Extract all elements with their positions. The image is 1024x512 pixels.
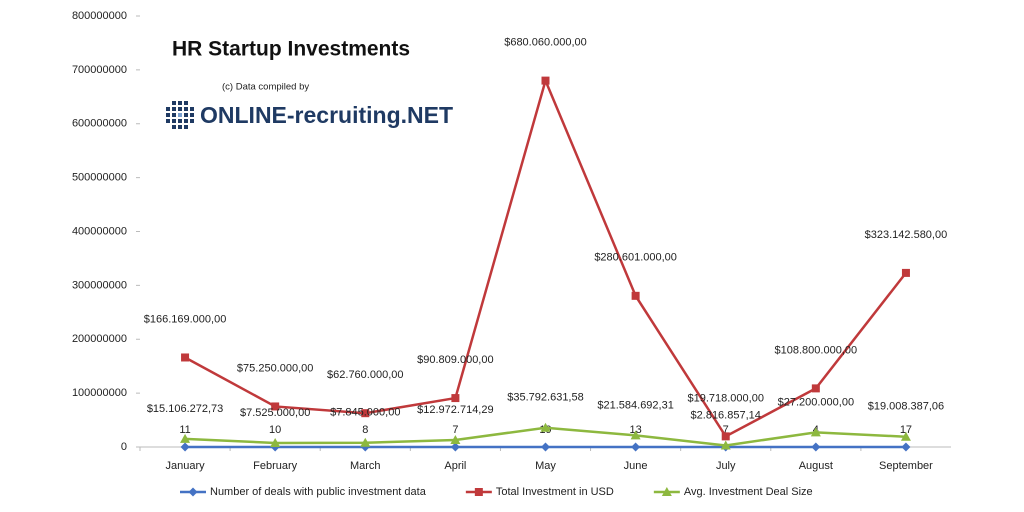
marker xyxy=(721,432,730,441)
marker xyxy=(811,384,820,393)
data-label: $280.601.000,00 xyxy=(594,252,677,264)
data-label: 13 xyxy=(629,424,641,436)
x-tick-label: February xyxy=(253,460,298,472)
y-tick-label: 200000000 xyxy=(72,333,127,345)
marker xyxy=(451,394,460,403)
marker xyxy=(810,427,821,437)
logo: ONLINE-recruiting.NET xyxy=(200,102,453,128)
x-tick-label: May xyxy=(535,460,556,472)
x-tick-label: June xyxy=(624,460,648,472)
data-label: $21.584.692,31 xyxy=(597,399,673,411)
y-tick-label: 400000000 xyxy=(72,225,127,237)
data-label: $166.169.000,00 xyxy=(144,313,227,325)
marker xyxy=(901,268,910,277)
data-label: 17 xyxy=(900,424,912,436)
legend-label: Number of deals with public investment d… xyxy=(210,486,427,498)
chart-title: HR Startup Investments xyxy=(172,38,410,61)
marker xyxy=(811,442,821,452)
marker xyxy=(630,430,641,440)
y-tick-label: 500000000 xyxy=(72,172,127,184)
marker xyxy=(271,402,280,411)
marker xyxy=(901,442,911,452)
marker xyxy=(631,442,641,452)
legend-marker xyxy=(188,487,198,497)
marker xyxy=(361,409,370,418)
y-tick-label: 0 xyxy=(121,441,127,453)
data-label: 10 xyxy=(269,424,281,436)
data-label: $19.008.387,06 xyxy=(868,401,944,413)
y-tick-label: 600000000 xyxy=(72,118,127,130)
data-label: $90.809.000,00 xyxy=(417,354,493,366)
marker xyxy=(541,76,550,85)
x-tick-label: March xyxy=(350,460,381,472)
legend-label: Avg. Investment Deal Size xyxy=(684,486,813,498)
data-label: $62.760.000,00 xyxy=(327,369,403,381)
y-tick-label: 300000000 xyxy=(72,279,127,291)
x-tick-label: August xyxy=(799,460,833,472)
marker xyxy=(180,433,191,443)
marker xyxy=(360,437,371,447)
data-label: $2.816.857,14 xyxy=(691,409,761,421)
data-label: $323.142.580,00 xyxy=(865,229,948,241)
marker xyxy=(900,431,911,441)
y-tick-label: 800000000 xyxy=(72,10,127,22)
data-label: $15.106.272,73 xyxy=(147,403,223,415)
data-label: $7.845.000,00 xyxy=(330,407,400,419)
y-tick-label: 700000000 xyxy=(72,64,127,76)
data-label: 7 xyxy=(723,424,729,436)
marker xyxy=(450,435,461,445)
marker xyxy=(540,422,551,432)
series-line xyxy=(184,76,907,439)
data-label: 8 xyxy=(362,424,368,436)
data-label: $108.800.000,00 xyxy=(775,344,858,356)
marker xyxy=(720,440,731,450)
marker xyxy=(180,442,190,452)
x-tick-label: July xyxy=(716,460,736,472)
marker xyxy=(631,291,640,300)
x-tick-label: April xyxy=(444,460,466,472)
data-label: $12.972.714,29 xyxy=(417,404,493,416)
legend-marker xyxy=(474,488,483,496)
marker xyxy=(450,442,460,452)
legend-marker xyxy=(661,487,672,496)
data-label: $19.718.000,00 xyxy=(687,392,763,404)
data-label: $7.525.000,00 xyxy=(240,407,310,419)
x-tick-label: September xyxy=(879,460,933,472)
data-label: $75.250.000,00 xyxy=(237,362,313,374)
credit: (c) Data compiled by xyxy=(222,82,309,93)
marker xyxy=(541,442,550,452)
data-label: $27.200.000,00 xyxy=(778,396,854,408)
y-tick-label: 100000000 xyxy=(72,387,127,399)
marker xyxy=(181,353,190,362)
legend-label: Total Investment in USD xyxy=(496,486,614,498)
data-label: 7 xyxy=(452,424,458,436)
x-tick-label: January xyxy=(165,460,205,472)
logo-icon xyxy=(166,101,194,129)
marker xyxy=(270,437,281,447)
data-label: $35.792.631,58 xyxy=(507,392,583,404)
data-label: 11 xyxy=(179,424,190,436)
data-label: $680.060.000,00 xyxy=(504,37,587,49)
